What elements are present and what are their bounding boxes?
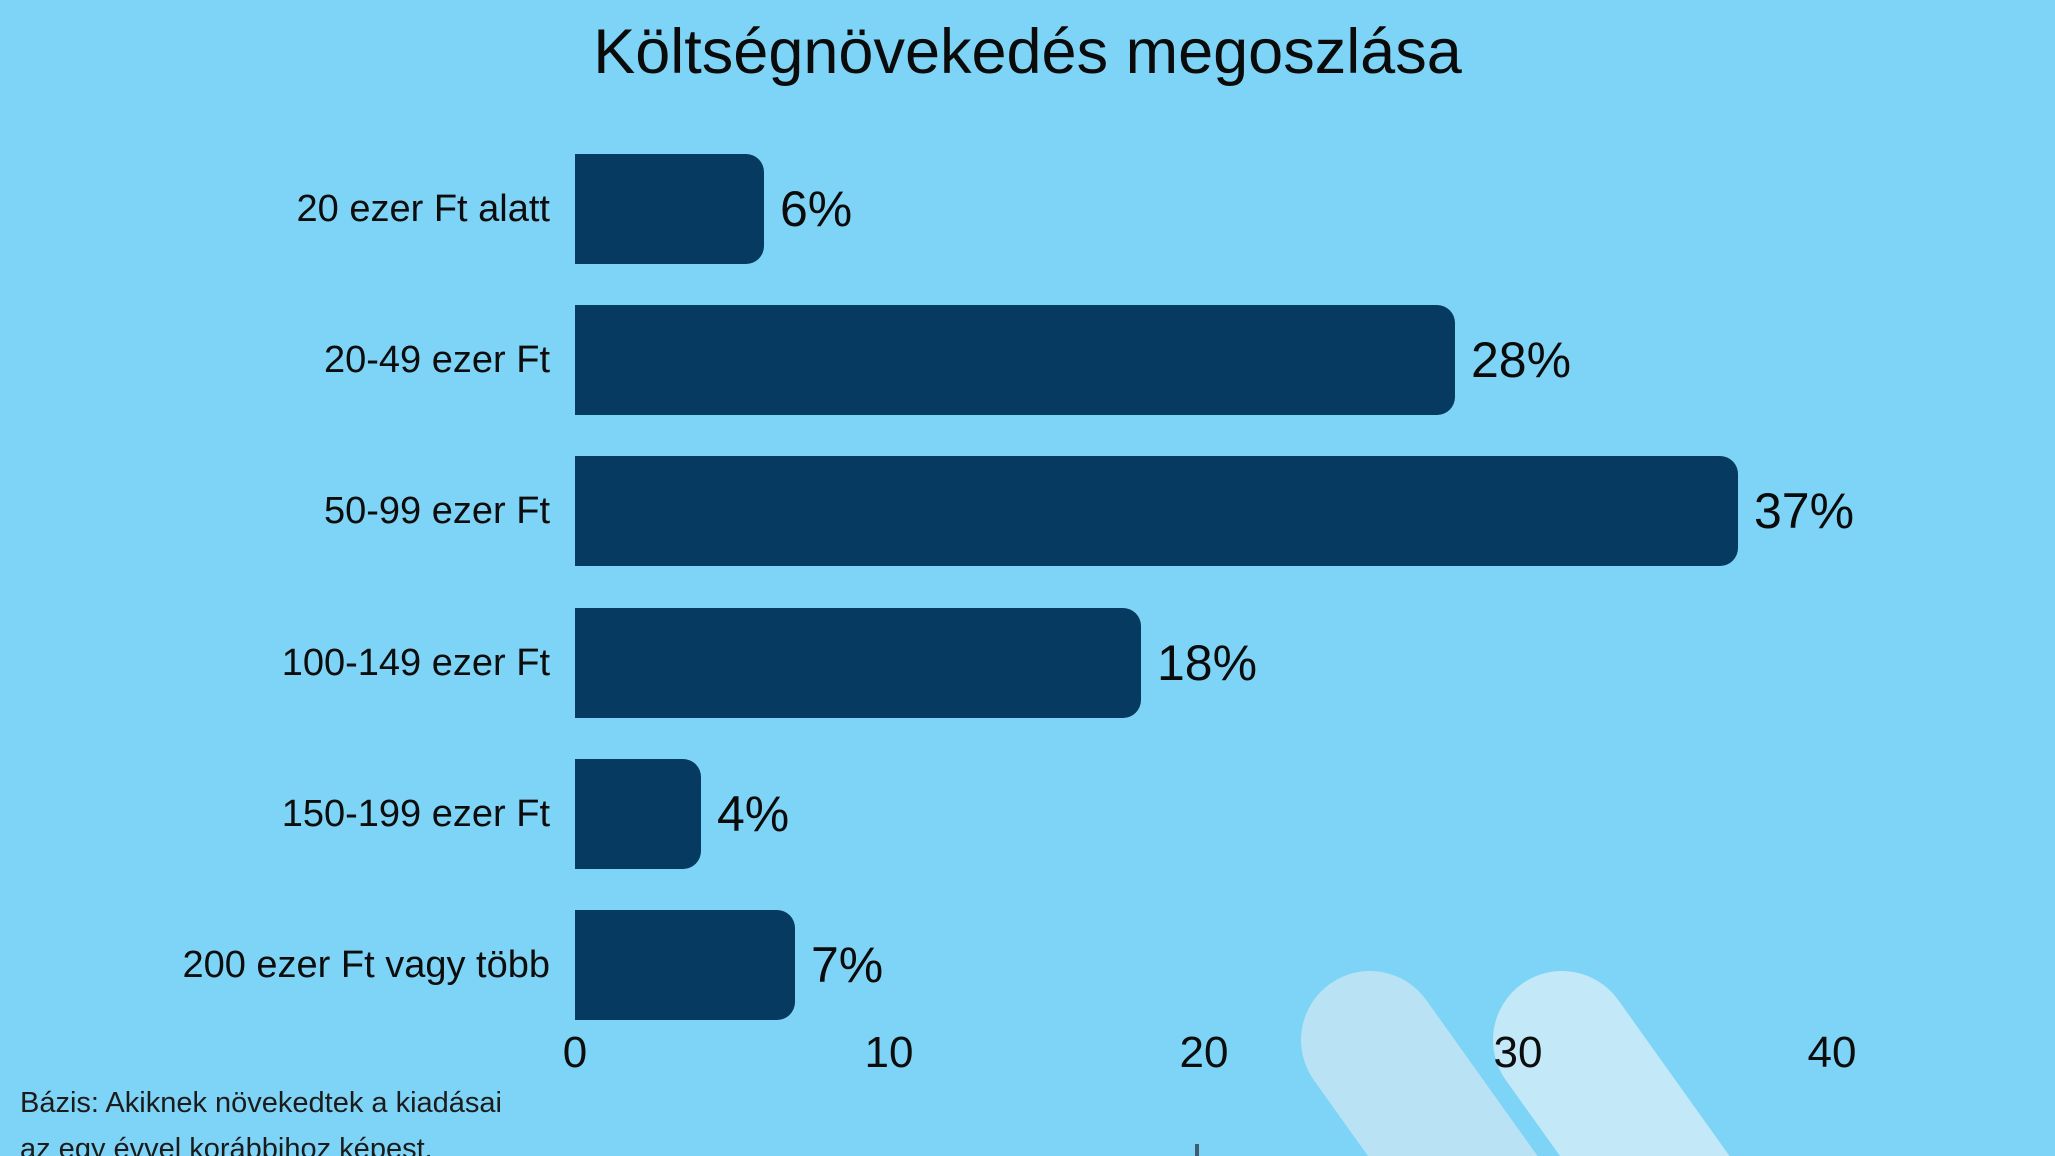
bar (575, 910, 795, 1020)
value-label: 7% (811, 937, 884, 993)
x-axis-tick-label: 20 (1179, 1028, 1229, 1077)
category-label: 20 ezer Ft alatt (296, 187, 550, 230)
bar (575, 456, 1738, 566)
x-axis-tick-label: 40 (1807, 1028, 1857, 1077)
bar-row: 100-149 ezer Ft 18% (0, 608, 2055, 718)
value-label: 6% (780, 181, 853, 237)
bar-row: 20 ezer Ft alatt 6% (0, 154, 2055, 264)
value-label: 18% (1157, 635, 1258, 691)
bar (575, 759, 701, 869)
x-axis-tick-label: 30 (1493, 1028, 1543, 1077)
bar-row: 150-199 ezer Ft 4% (0, 759, 2055, 869)
cursor-artifact (1195, 1144, 1199, 1156)
value-label: 4% (717, 786, 790, 842)
value-label: 28% (1471, 332, 1572, 388)
footnote-line-1: Bázis: Akiknek növekedtek a kiadásai (20, 1087, 502, 1119)
bar-row: 50-99 ezer Ft 37% (0, 456, 2055, 566)
bar-row: 20-49 ezer Ft 28% (0, 305, 2055, 415)
bar (575, 154, 764, 264)
category-label: 100-149 ezer Ft (281, 641, 550, 684)
chart-title: Költségnövekedés megoszlása (593, 17, 1462, 87)
category-label: 50-99 ezer Ft (324, 489, 550, 532)
footnote: Bázis: Akiknek növekedtek a kiadásai az … (20, 1080, 502, 1156)
footnote-line-2: az egy évvel korábbihoz képest. (20, 1133, 433, 1156)
category-label: 200 ezer Ft vagy több (182, 943, 550, 986)
bar (575, 305, 1455, 415)
category-label: 150-199 ezer Ft (281, 792, 550, 835)
bar (575, 608, 1141, 718)
category-label: 20-49 ezer Ft (324, 338, 550, 381)
bar-row: 200 ezer Ft vagy több 7% (0, 910, 2055, 1020)
x-axis-tick-label: 10 (864, 1028, 914, 1077)
x-axis-tick-label: 0 (562, 1028, 588, 1077)
value-label: 37% (1754, 483, 1855, 539)
